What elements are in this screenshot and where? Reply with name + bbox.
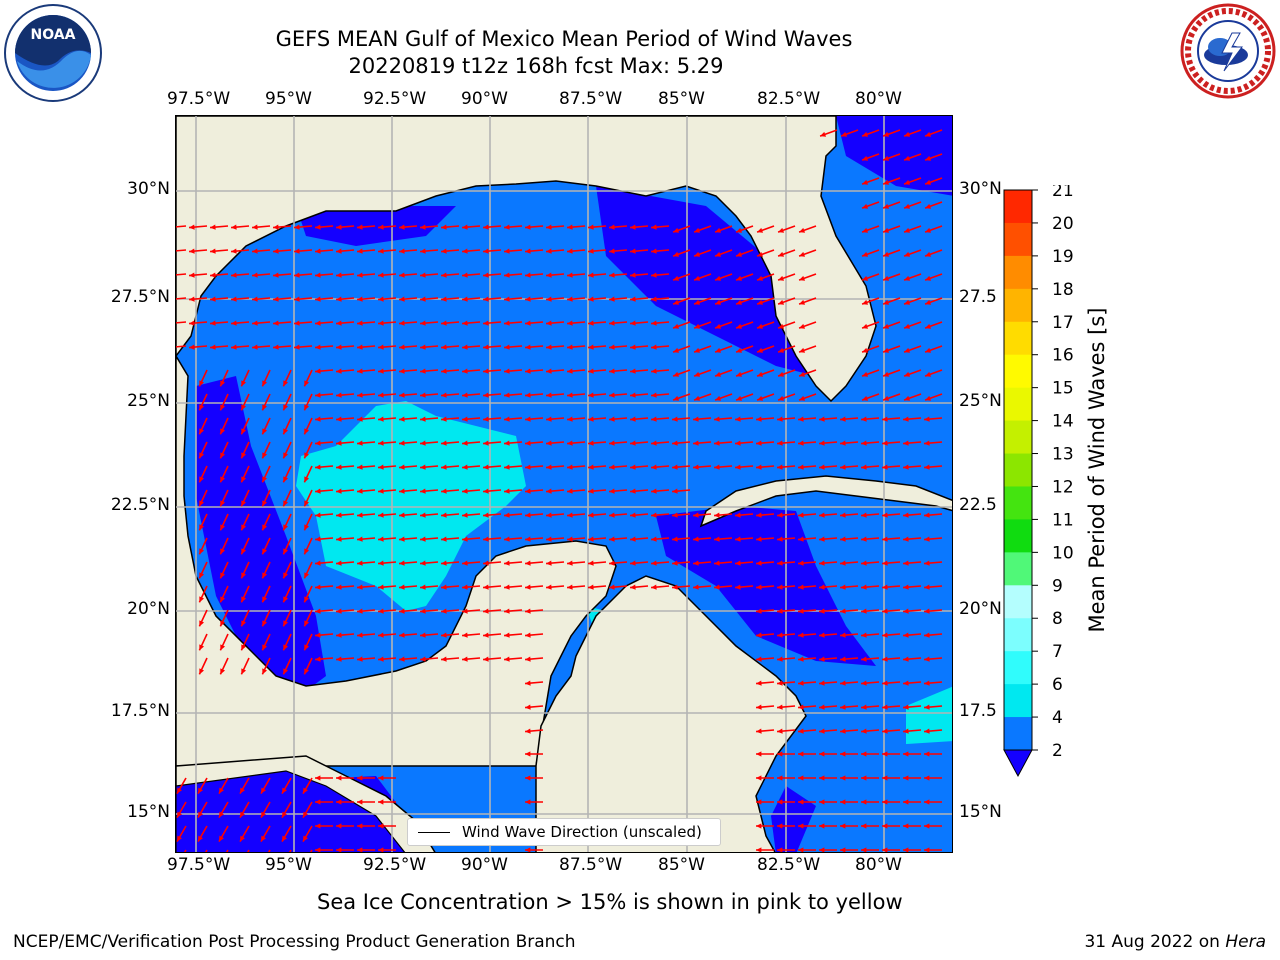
lat-tick-left-4: 20°N xyxy=(127,599,170,619)
colorbar-segment xyxy=(1004,651,1032,685)
footer-credit: NCEP/EMC/Verification Post Processing Pr… xyxy=(13,932,576,952)
colorbar-tick-label: 21 xyxy=(1052,185,1074,201)
caribbean-water xyxy=(766,741,952,852)
colorbar-tick-label: 11 xyxy=(1052,510,1074,530)
footer-host: Hera xyxy=(1225,932,1266,952)
legend-label: Wind Wave Direction (unscaled) xyxy=(462,823,702,841)
footer-date: 31 Aug 2022 on Hera xyxy=(1084,932,1266,952)
colorbar-segment xyxy=(1004,190,1032,224)
lat-tick-right-2: 25°N xyxy=(959,391,1002,411)
colorbar-tick-label: 9 xyxy=(1052,576,1063,596)
svg-text:NOAA: NOAA xyxy=(31,27,76,43)
colorbar-tick-label: 7 xyxy=(1052,642,1063,662)
colorbar-tick-label: 12 xyxy=(1052,477,1074,497)
colorbar-segment xyxy=(1004,717,1032,751)
lat-tick-right-0: 30°N xyxy=(959,179,1002,199)
lon-tick-bottom-1: 95°W xyxy=(265,855,312,875)
plot-subtitle: 20220819 t12z 168h fcst Max: 5.29 xyxy=(348,54,724,78)
colorbar-label: Mean Period of Wind Waves [s] xyxy=(1085,307,1109,633)
colorbar-tick-label: 16 xyxy=(1052,346,1074,366)
lon-tick-top-3: 90°W xyxy=(461,89,508,109)
colorbar-tick-label: 10 xyxy=(1052,543,1074,563)
colorbar-tick-label: 17 xyxy=(1052,313,1074,333)
colorbar-segment xyxy=(1004,684,1032,718)
lat-tick-left-5: 17.5°N xyxy=(110,701,170,721)
colorbar-tick-label: 18 xyxy=(1052,280,1074,300)
pacific-water xyxy=(176,770,406,852)
lon-tick-bottom-4: 87.5°W xyxy=(559,855,623,875)
gulf-of-mexico-map xyxy=(175,115,953,853)
colorbar-segment xyxy=(1004,387,1032,422)
sea-ice-note: Sea Ice Concentration > 15% is shown in … xyxy=(317,890,903,914)
colorbar-segment xyxy=(1004,519,1032,553)
lon-tick-top-5: 85°W xyxy=(658,89,705,109)
colorbar-segment xyxy=(1004,486,1032,520)
legend-line-sample xyxy=(418,831,450,833)
lon-tick-top-0: 97.5°W xyxy=(167,89,231,109)
footer-date-text: 31 Aug 2022 on xyxy=(1084,932,1226,952)
colorbar-tick-label: 19 xyxy=(1052,247,1074,267)
noaa-logo: NOAA xyxy=(4,4,102,102)
colorbar-segment xyxy=(1004,585,1032,619)
lat-tick-left-3: 22.5°N xyxy=(110,495,170,515)
lat-tick-right-6: 15°N xyxy=(959,802,1002,822)
colorbar-under-extension xyxy=(1003,749,1033,778)
colorbar-tick-label: 8 xyxy=(1052,609,1063,629)
lat-tick-right-1: 27.5 xyxy=(959,287,997,307)
lon-tick-top-1: 95°W xyxy=(265,89,312,109)
colorbar-segment xyxy=(1004,288,1032,323)
lat-tick-right-4: 20°N xyxy=(959,599,1002,619)
colorbar-tick-label: 20 xyxy=(1052,214,1074,234)
lat-tick-left-1: 27.5°N xyxy=(110,287,170,307)
wind-wave-direction-arrows xyxy=(176,129,943,852)
colorbar-segment xyxy=(1004,222,1032,257)
lon-tick-top-2: 92.5°W xyxy=(363,89,427,109)
colorbar-segment xyxy=(1004,354,1032,389)
lat-tick-right-3: 22.5 xyxy=(959,495,997,515)
lon-tick-bottom-6: 82.5°W xyxy=(757,855,821,875)
colorbar-tick-label: 14 xyxy=(1052,412,1074,432)
colorbar-tick-label: 15 xyxy=(1052,379,1074,399)
lon-tick-bottom-3: 90°W xyxy=(461,855,508,875)
lat-tick-left-0: 30°N xyxy=(127,179,170,199)
colorbar-tick-label: 4 xyxy=(1052,708,1063,728)
lat-tick-left-6: 15°N xyxy=(127,802,170,822)
lon-tick-bottom-5: 85°W xyxy=(658,855,705,875)
colorbar: 21 20 19 18 17 16 15 14 13 12 11 10 9 8 7 6 4 2 xyxy=(1003,185,1074,778)
colorbar-tick-label: 2 xyxy=(1052,741,1063,761)
lon-tick-top-6: 82.5°W xyxy=(757,89,821,109)
plot-title: GEFS MEAN Gulf of Mexico Mean Period of … xyxy=(275,27,853,51)
colorbar-tick-label: 6 xyxy=(1052,675,1063,695)
colorbar-segment xyxy=(1004,321,1032,356)
lon-tick-top-7: 80°W xyxy=(855,89,902,109)
lon-tick-top-4: 87.5°W xyxy=(559,89,623,109)
lon-tick-bottom-2: 92.5°W xyxy=(363,855,427,875)
colorbar-segment xyxy=(1004,618,1032,652)
colorbar-segment xyxy=(1004,255,1032,290)
colorbar-segment xyxy=(1004,420,1032,455)
lat-tick-left-2: 25°N xyxy=(127,391,170,411)
lon-tick-bottom-0: 97.5°W xyxy=(167,855,231,875)
colorbar-segment xyxy=(1004,453,1032,487)
colorbar-segment xyxy=(1004,552,1032,586)
map-legend: Wind Wave Direction (unscaled) xyxy=(407,818,721,846)
lon-tick-bottom-7: 80°W xyxy=(855,855,902,875)
nws-logo xyxy=(1180,3,1276,99)
lat-tick-right-5: 17.5 xyxy=(959,701,997,721)
colorbar-tick-label: 13 xyxy=(1052,445,1074,465)
